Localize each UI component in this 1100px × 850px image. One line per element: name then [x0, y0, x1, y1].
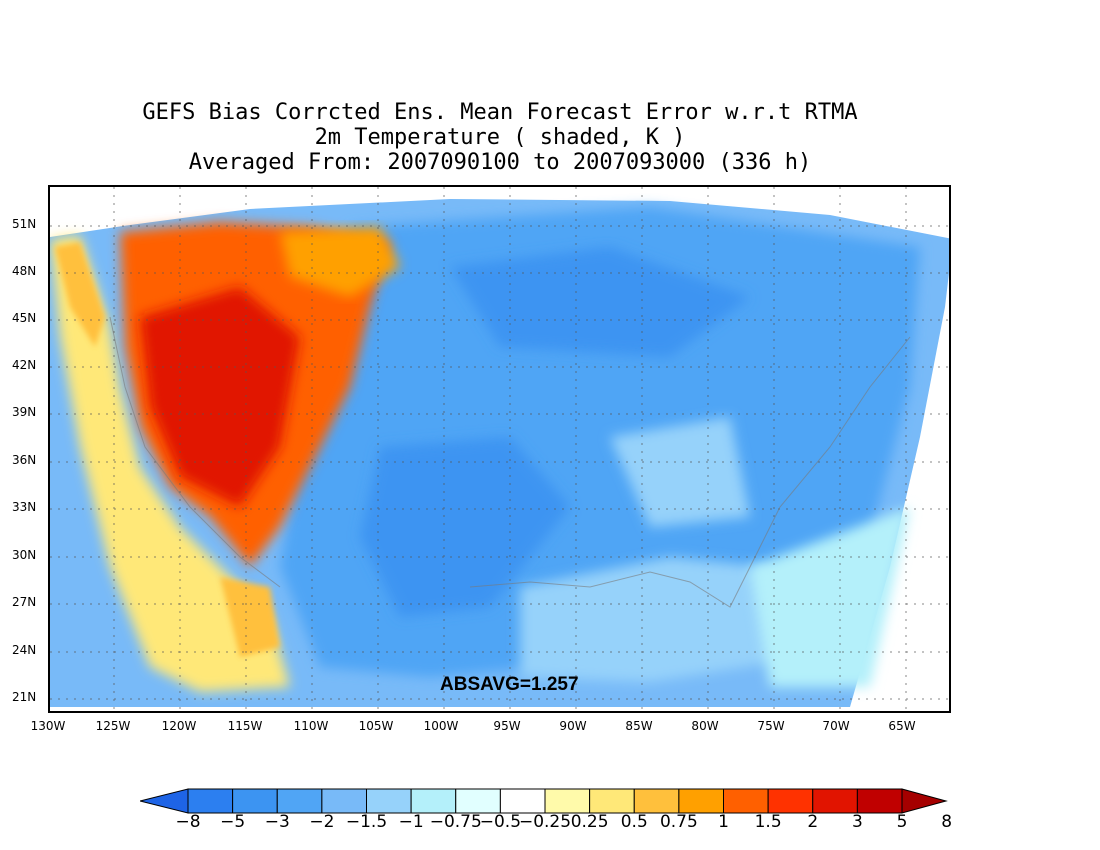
pacific-coastal-orange	[55, 242, 105, 347]
colorbar-tick-label: −3	[264, 812, 290, 832]
lon-label: 85W	[625, 719, 653, 733]
lon-label: 75W	[757, 719, 785, 733]
colorbar-cell	[276, 788, 323, 814]
title-line-1: GEFS Bias Corrcted Ens. Mean Forecast Er…	[142, 100, 858, 125]
colorbar-cell	[544, 788, 591, 814]
colorbar-cell	[455, 788, 501, 814]
lon-label: 65W	[888, 719, 916, 733]
deep-blue-patch	[360, 437, 570, 617]
absavg-label: ABSAVG=1.257	[440, 674, 579, 695]
lon-label: 105W	[358, 719, 394, 733]
colorbar-tick-label: 5	[896, 812, 908, 832]
lat-label: 24N	[12, 643, 37, 657]
colorbar-tick-label: 0.5	[620, 812, 648, 832]
colorbar-tick-label: 3	[851, 812, 863, 832]
colorbar-left-arrow	[140, 788, 189, 814]
lat-label: 48N	[12, 264, 37, 278]
colorbar-cells	[187, 788, 903, 814]
colorbar-tick-label: 0.75	[659, 812, 698, 832]
lat-label: 36N	[12, 453, 37, 467]
colorbar-tick-label: 2	[807, 812, 819, 832]
colorbar-tick-label: 1	[718, 812, 729, 832]
lat-label: 51N	[12, 217, 37, 231]
coastline-outline	[109, 316, 911, 608]
colorbar-cell	[321, 788, 367, 814]
colorbar-cell	[410, 788, 457, 814]
southeast-light-area	[610, 417, 750, 527]
lat-label: 39N	[12, 405, 37, 419]
lon-label: 120W	[161, 719, 197, 733]
colorbar-cell	[723, 788, 769, 814]
plot-title: GEFS Bias Corrcted Ens. Mean Forecast Er…	[0, 100, 1000, 175]
title-line-3: Averaged From: 2007090100 to 2007093000 …	[188, 150, 812, 175]
lon-label: 115W	[227, 719, 263, 733]
colorbar-tick-label: 8	[941, 812, 953, 832]
colorbar-cell	[187, 788, 234, 814]
map-plot-area	[48, 185, 951, 713]
lon-label: 90W	[559, 719, 587, 733]
colorbar-tick-label: 1.5	[754, 812, 782, 832]
gulf-light-area	[520, 557, 810, 682]
lat-label: 42N	[12, 358, 37, 372]
colorbar-right-arrow	[901, 788, 948, 814]
lon-label: 80W	[691, 719, 719, 733]
colorbar-tick-label: −8	[175, 812, 201, 832]
colorbar-tick-label: 0.25	[570, 812, 609, 832]
map-field-svg	[50, 187, 949, 711]
lon-label: 70W	[822, 719, 850, 733]
colorbar-tick-label: −1	[398, 812, 424, 832]
lon-label: 95W	[493, 719, 521, 733]
lon-label: 100W	[423, 719, 459, 733]
colorbar-cell	[366, 788, 412, 814]
lat-label: 27N	[12, 595, 37, 609]
lat-label: 45N	[12, 311, 37, 325]
northern-plains-orange	[280, 227, 400, 297]
lon-label: 130W	[30, 719, 66, 733]
colorbar-tick-label: −1.5	[345, 812, 388, 832]
colorbar-cell	[633, 788, 680, 814]
colorbar-cell	[499, 788, 546, 814]
north-blue-patch	[450, 247, 750, 357]
colorbar-cell	[232, 788, 278, 814]
baja-orange	[220, 577, 280, 657]
colorbar-tick-label: −0.75	[429, 812, 482, 832]
colorbar-tick-label: −0.25	[518, 812, 572, 832]
atlantic-light-area	[750, 507, 910, 687]
colorbar	[140, 788, 948, 814]
lat-label: 33N	[12, 500, 37, 514]
pacific-coastal-warm	[50, 235, 290, 692]
colorbar-cell	[812, 788, 858, 814]
lat-label: 21N	[12, 690, 37, 704]
colorbar-cell	[589, 788, 635, 814]
colorbar-cell	[856, 788, 903, 814]
colorbar-cell	[767, 788, 814, 814]
lon-label: 125W	[95, 719, 131, 733]
colorbar-tick-label: −5	[220, 812, 246, 832]
colorbar-cell	[678, 788, 724, 814]
colorbar-tick-label: −0.5	[479, 812, 522, 832]
lat-label: 30N	[12, 548, 37, 562]
lon-label: 110W	[293, 719, 329, 733]
title-line-2: 2m Temperature ( shaded, K )	[314, 125, 686, 150]
grid-lines	[50, 187, 949, 711]
colorbar-tick-label: −2	[309, 812, 335, 832]
